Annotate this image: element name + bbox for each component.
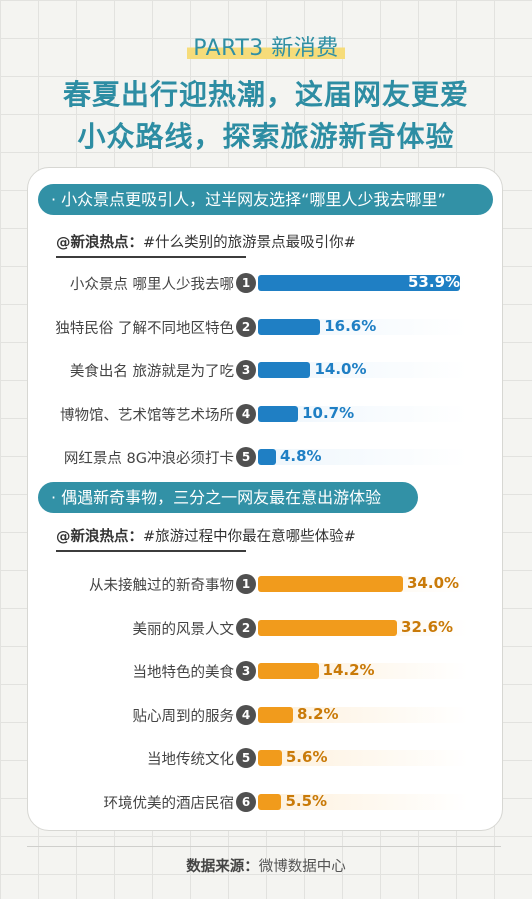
bar-row: 小众景点 哪里人少我去哪 1 53.9% xyxy=(0,271,532,295)
bar-row: 美食出名 旅游就是为了吃 3 14.0% xyxy=(0,358,532,382)
bar-row: 贴心周到的服务 4 8.2% xyxy=(0,703,532,727)
value-label: 34.0% xyxy=(407,574,460,592)
value-label: 32.6% xyxy=(401,617,454,636)
category-label: 博物馆、艺术馆等艺术场所 xyxy=(60,407,234,424)
footer-divider xyxy=(27,846,501,847)
rank-badge: 5 xyxy=(236,748,256,768)
category-label: 美食出名 旅游就是为了吃 xyxy=(69,364,234,381)
section-1-topic-text: #什么类别的旅游景点最吸引你# xyxy=(143,235,356,251)
bar xyxy=(258,706,293,723)
value-label: 16.6% xyxy=(324,316,377,335)
bar xyxy=(258,576,403,592)
bar xyxy=(258,362,311,379)
rank-badge: 2 xyxy=(236,617,256,638)
category-label: 小众景点 哪里人少我去哪 xyxy=(69,277,234,293)
rank-badge: 1 xyxy=(236,574,256,594)
bar xyxy=(258,275,460,291)
bar-row: 当地特色的美食 3 14.2% xyxy=(0,659,532,683)
rank-badge: 4 xyxy=(236,403,256,424)
rank-badge: 6 xyxy=(236,791,256,812)
bar-row: 网红景点 8G冲浪必须打卡 5 4.8% xyxy=(0,445,532,469)
bar xyxy=(258,449,276,466)
section-1-topic: @新浪热点：#什么类别的旅游景点最吸引你# xyxy=(56,231,356,252)
value-label: 53.9% xyxy=(408,273,461,291)
value-label: 4.8% xyxy=(279,447,322,466)
bar xyxy=(258,405,299,422)
bar-row: 从未接触过的新奇事物 1 34.0% xyxy=(0,572,532,596)
rank-badge: 3 xyxy=(236,360,256,381)
value-label: 14.0% xyxy=(314,360,367,379)
section-2-topic-text: #旅游过程中你最在意哪些体验# xyxy=(143,529,356,545)
bar-track xyxy=(258,449,468,466)
section-2-topic: @新浪热点：#旅游过程中你最在意哪些体验# xyxy=(56,525,356,546)
value-label: 5.5% xyxy=(285,791,328,810)
section-1-topic-label: @新浪热点： xyxy=(56,235,143,251)
rank-badge: 1 xyxy=(236,273,256,293)
category-label: 美丽的风景人文 xyxy=(132,621,235,638)
rank-badge: 4 xyxy=(236,704,256,725)
headline-line-2: 小众路线，探索旅游新奇体验 xyxy=(77,120,455,153)
bar xyxy=(258,793,282,810)
bar-row: 博物馆、艺术馆等艺术场所 4 10.7% xyxy=(0,402,532,426)
data-source: 数据来源：微博数据中心 xyxy=(0,855,532,876)
value-label: 5.6% xyxy=(285,748,328,766)
bar-track xyxy=(258,706,468,723)
section-2-title: · 偶遇新奇事物，三分之一网友最在意出游体验 xyxy=(38,482,418,513)
rank-badge: 5 xyxy=(236,447,256,468)
bar xyxy=(258,318,321,335)
bar-row: 独特民俗 了解不同地区特色 2 16.6% xyxy=(0,315,532,339)
section-2-topic-underline xyxy=(56,550,246,552)
bar xyxy=(258,750,282,766)
rank-badge: 2 xyxy=(236,316,256,337)
bar-track xyxy=(258,793,468,810)
category-label: 贴心周到的服务 xyxy=(132,708,235,725)
category-label: 网红景点 8G冲浪必须打卡 xyxy=(63,451,234,468)
rank-badge: 3 xyxy=(236,661,256,681)
bar xyxy=(258,663,319,679)
section-2-topic-label: @新浪热点： xyxy=(56,529,143,545)
source-label: 数据来源： xyxy=(186,859,259,875)
section-1-topic-underline xyxy=(56,256,246,258)
section-1-title: · 小众景点更吸引人，过半网友选择“哪里人少我去哪里” xyxy=(38,184,493,215)
category-label: 当地特色的美食 xyxy=(132,665,235,681)
headline-line-1: 春夏出行迎热潮，这届网友更爱 xyxy=(62,78,469,111)
category-label: 独特民俗 了解不同地区特色 xyxy=(55,320,234,337)
bar-track xyxy=(258,362,468,379)
bar-row: 当地传统文化 5 5.6% xyxy=(0,746,532,770)
bar-row: 环境优美的酒店民宿 6 5.5% xyxy=(0,790,532,814)
bar-row: 美丽的风景人文 2 32.6% xyxy=(0,616,532,640)
value-label: 14.2% xyxy=(322,661,375,679)
value-label: 10.7% xyxy=(302,403,355,422)
category-label: 当地传统文化 xyxy=(147,752,234,768)
part-label: PART3 新消费 xyxy=(0,30,532,62)
source-text: 微博数据中心 xyxy=(258,859,346,875)
bar-track xyxy=(258,750,468,766)
value-label: 8.2% xyxy=(296,704,339,723)
category-label: 环境优美的酒店民宿 xyxy=(103,795,235,812)
bar xyxy=(258,619,398,636)
category-label: 从未接触过的新奇事物 xyxy=(89,578,234,594)
bar-track xyxy=(258,405,468,422)
